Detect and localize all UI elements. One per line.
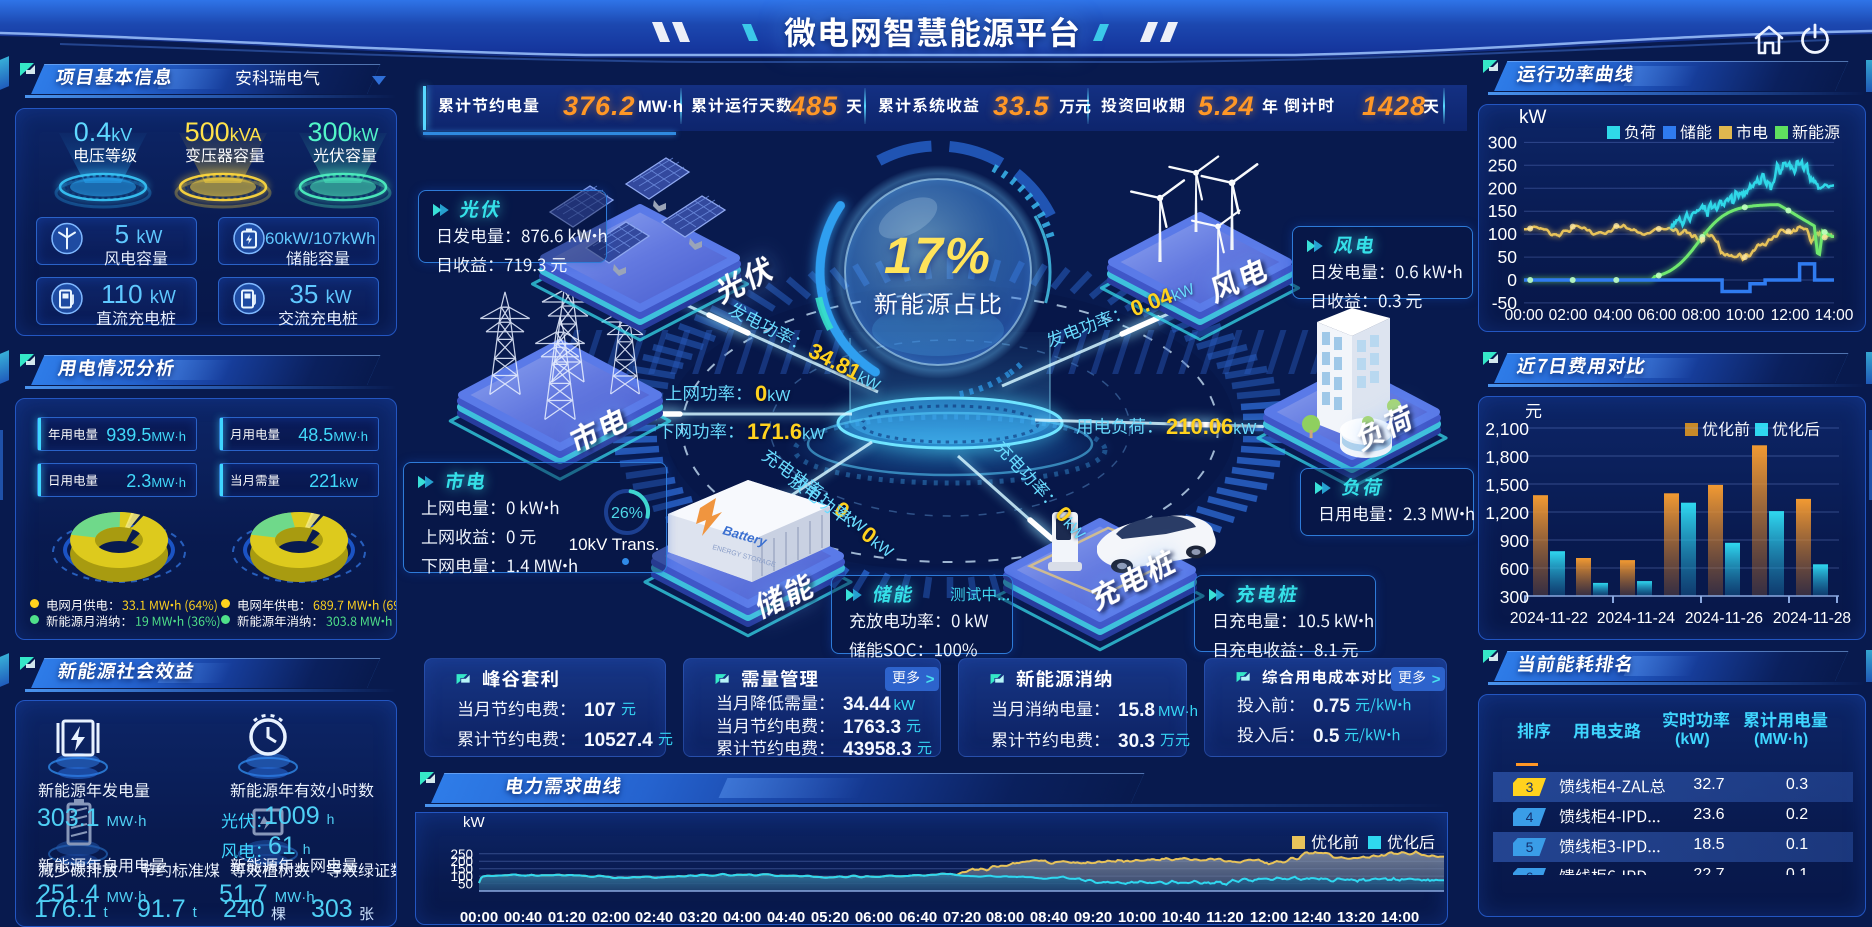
svg-text:01:20: 01:20	[548, 909, 586, 926]
svg-text:300: 300	[1488, 132, 1517, 152]
svg-text:04:00: 04:00	[1594, 307, 1633, 324]
svg-text:2024-11-24: 2024-11-24	[1597, 610, 1676, 627]
svg-text:200: 200	[450, 854, 473, 869]
svg-text:150: 150	[450, 862, 473, 877]
svg-text:100: 100	[1488, 224, 1517, 244]
svg-text:02:00: 02:00	[1549, 307, 1588, 324]
svg-text:600: 600	[1500, 559, 1529, 579]
svg-text:04:40: 04:40	[767, 909, 805, 926]
svg-text:250: 250	[1488, 155, 1517, 175]
svg-text:2024-11-26: 2024-11-26	[1685, 610, 1763, 627]
svg-text:50: 50	[1498, 247, 1518, 267]
svg-text:10:40: 10:40	[1162, 909, 1200, 926]
svg-text:09:20: 09:20	[1074, 909, 1112, 926]
svg-text:12:00: 12:00	[1771, 307, 1810, 324]
svg-text:00:40: 00:40	[504, 909, 542, 926]
svg-text:08:00: 08:00	[986, 909, 1024, 926]
svg-text:2024-11-22: 2024-11-22	[1510, 610, 1588, 627]
svg-text:00:00: 00:00	[460, 909, 498, 926]
svg-text:-50: -50	[1492, 293, 1518, 313]
svg-text:50: 50	[458, 877, 473, 892]
svg-text:900: 900	[1500, 531, 1529, 551]
svg-text:300: 300	[1500, 587, 1529, 607]
svg-text:kW: kW	[1519, 107, 1547, 128]
svg-text:14:00: 14:00	[1381, 909, 1419, 926]
svg-text:02:00: 02:00	[592, 909, 630, 926]
svg-text:1,500: 1,500	[1485, 475, 1529, 495]
svg-text:06:40: 06:40	[899, 909, 937, 926]
svg-text:0: 0	[1507, 270, 1517, 290]
svg-text:150: 150	[1488, 201, 1517, 221]
svg-text:14:00: 14:00	[1815, 307, 1854, 324]
svg-text:Battery: Battery	[721, 522, 769, 549]
svg-text:2024-11-28: 2024-11-28	[1773, 610, 1851, 627]
svg-text:03:20: 03:20	[679, 909, 717, 926]
svg-text:2,100: 2,100	[1485, 419, 1529, 439]
svg-text:04:00: 04:00	[723, 909, 761, 926]
svg-text:10:00: 10:00	[1118, 909, 1156, 926]
svg-text:kW: kW	[463, 814, 486, 831]
svg-text:12:40: 12:40	[1293, 909, 1331, 926]
svg-text:02:40: 02:40	[635, 909, 673, 926]
svg-text:26%: 26%	[611, 505, 643, 522]
svg-text:06:00: 06:00	[855, 909, 893, 926]
svg-text:ENERGY STORAGE: ENERGY STORAGE	[711, 544, 776, 569]
svg-text:12:00: 12:00	[1250, 909, 1288, 926]
svg-text:200: 200	[1488, 178, 1517, 198]
svg-text:08:40: 08:40	[1030, 909, 1068, 926]
svg-text:00:00: 00:00	[1505, 307, 1544, 324]
svg-text:10:00: 10:00	[1726, 307, 1765, 324]
svg-text:08:00: 08:00	[1682, 307, 1721, 324]
svg-text:1,200: 1,200	[1485, 503, 1529, 523]
svg-text:1,800: 1,800	[1485, 447, 1529, 467]
svg-text:11:20: 11:20	[1206, 909, 1244, 926]
svg-text:06:00: 06:00	[1638, 307, 1677, 324]
svg-text:100: 100	[450, 869, 473, 884]
svg-text:07:20: 07:20	[943, 909, 981, 926]
svg-text:250: 250	[450, 847, 473, 862]
svg-text:05:20: 05:20	[811, 909, 849, 926]
svg-text:13:20: 13:20	[1337, 909, 1375, 926]
